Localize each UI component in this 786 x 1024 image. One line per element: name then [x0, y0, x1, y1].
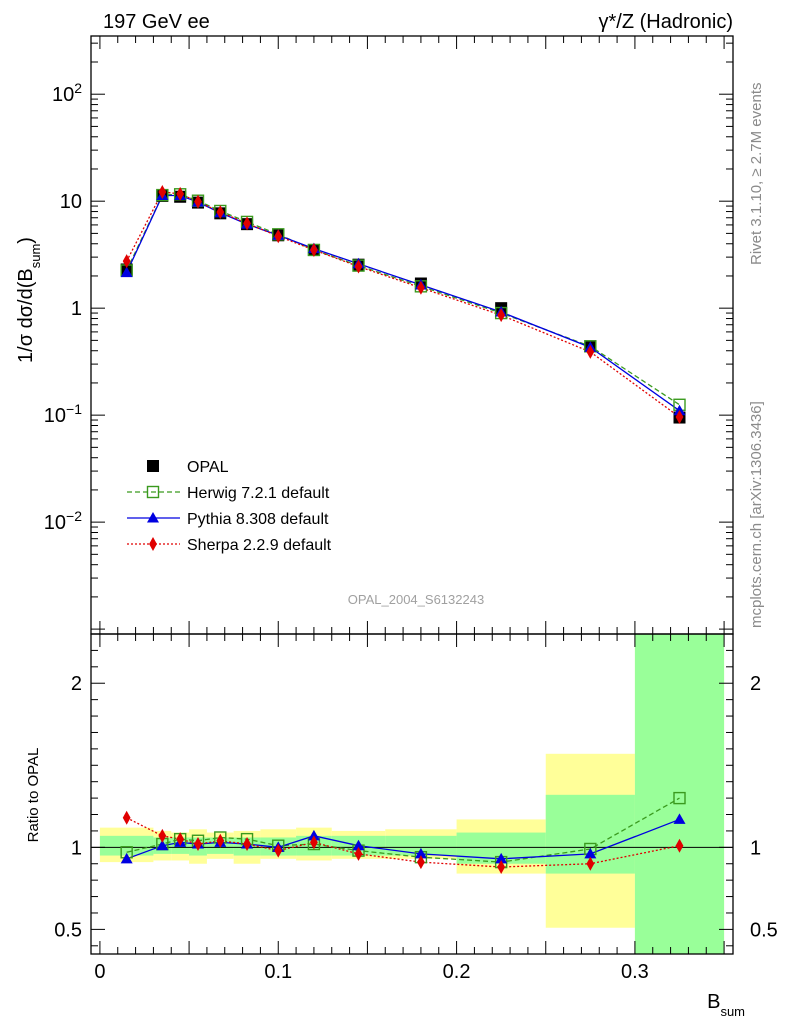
main-line-sherpa: [126, 191, 680, 418]
ratio-point-sherpa: [354, 846, 363, 861]
y-tick-label: 10−2: [44, 508, 82, 534]
main-point-sherpa: [243, 216, 251, 231]
header-right: γ*/Z (Hadronic): [599, 11, 733, 33]
legend-label-herwig: Herwig 7.2.1 default: [187, 485, 330, 502]
legend-label-pythia: Pythia 8.308 default: [187, 511, 329, 528]
main-point-sherpa: [310, 242, 318, 257]
ratio-point-sherpa: [216, 833, 225, 848]
x-tick-label: 0: [94, 961, 105, 983]
ratio-point-pythia: [584, 847, 597, 859]
axes: 0 0.1 0.2 0.3 10−2 10−1 1 10 102 0.5 0.5 1 1 2 2: [44, 36, 778, 983]
ratio-point-pythia: [414, 847, 427, 859]
frames: [90, 35, 734, 955]
ratio-point-sherpa: [274, 843, 283, 858]
main-point-sherpa: [586, 344, 595, 359]
x-tick-label: 0.3: [621, 961, 649, 983]
ratio-y-tick-label-right: 1: [750, 837, 761, 859]
main-line-pythia: [126, 194, 680, 412]
ratio-xlabel: Bsum: [707, 991, 745, 1019]
main-line-herwig: [126, 193, 680, 406]
y-tick-label: 10−1: [44, 401, 82, 427]
ratio-y-tick-label-right: 2: [750, 673, 761, 695]
y-tick-label: 10: [60, 191, 82, 213]
uncertainty-bands: [99, 634, 725, 954]
ratio-point-sherpa: [310, 835, 318, 850]
legend-marker-sherpa: [149, 537, 157, 551]
legend-marker-herwig: [146, 485, 160, 499]
ratio-point-sherpa: [417, 855, 425, 870]
ratio-point-sherpa: [158, 828, 167, 843]
y-tick-label: 102: [52, 80, 82, 106]
ratio-y-tick-label-right: 0.5: [750, 919, 778, 941]
header-left: 197 GeV ee: [103, 11, 210, 33]
main-point-pythia: [120, 266, 133, 278]
ratio-point-sherpa: [194, 837, 202, 852]
main-point-sherpa: [675, 410, 684, 425]
main-point-sherpa: [216, 205, 225, 220]
ratio-y-tick-label: 1: [71, 837, 82, 859]
legend: OPAL Herwig 7.2.1 default Pythia 8.308 def…: [127, 459, 332, 554]
ratio-ylabel: Ratio to OPAL: [25, 748, 42, 843]
main-point-pythia: [673, 404, 686, 416]
ratio-point-sherpa: [675, 838, 684, 853]
main-point-sherpa: [354, 259, 363, 274]
band-inner: [99, 835, 154, 856]
ratio-frame: [90, 633, 734, 955]
main-point-sherpa: [176, 186, 185, 201]
main-point-sherpa: [194, 194, 202, 209]
series-markers: [120, 184, 686, 875]
ratio-point-sherpa: [586, 856, 595, 871]
main-point-sherpa: [417, 280, 425, 295]
ratio-point-sherpa: [122, 810, 131, 825]
ratio-y-tick-label: 2: [71, 673, 82, 695]
rivet-label: Rivet 3.1.10, ≥ 2.7M events: [748, 83, 765, 266]
y-tick-label: 1: [71, 298, 82, 320]
ratio-point-pythia: [495, 852, 508, 864]
band-inner: [634, 634, 725, 954]
x-tick-label: 0.2: [443, 961, 471, 983]
main-point-sherpa: [158, 184, 167, 199]
ratio-point-pythia: [156, 839, 169, 851]
ratio-point-sherpa: [176, 832, 185, 847]
legend-label-data: OPAL: [187, 459, 229, 476]
ratio-point-pythia: [120, 852, 133, 864]
legend-marker-pythia: [147, 512, 159, 523]
main-point-sherpa: [122, 254, 131, 269]
analysis-watermark: OPAL_2004_S6132243: [348, 592, 484, 607]
band-inner: [385, 835, 457, 856]
ratio-point-pythia: [673, 813, 686, 824]
ratio-point-pythia: [307, 829, 320, 841]
ratio-y-tick-label: 0.5: [54, 919, 82, 941]
main-ylabel: 1/σ dσ/d(Bsum): [15, 237, 43, 363]
mcplots-label: mcplots.cern.ch [arXiv:1306.3436]: [748, 401, 765, 628]
ratio-point-pythia: [352, 839, 365, 851]
ratio-point-sherpa: [243, 837, 251, 852]
ratio-point-herwig: [673, 791, 686, 805]
x-tick-label: 0.1: [264, 961, 292, 983]
legend-marker-data: [147, 460, 159, 472]
legend-label-sherpa: Sherpa 2.2.9 default: [187, 537, 332, 554]
main-point-sherpa: [497, 308, 506, 323]
ratio-point-sherpa: [497, 860, 506, 875]
main-point-sherpa: [274, 229, 283, 244]
